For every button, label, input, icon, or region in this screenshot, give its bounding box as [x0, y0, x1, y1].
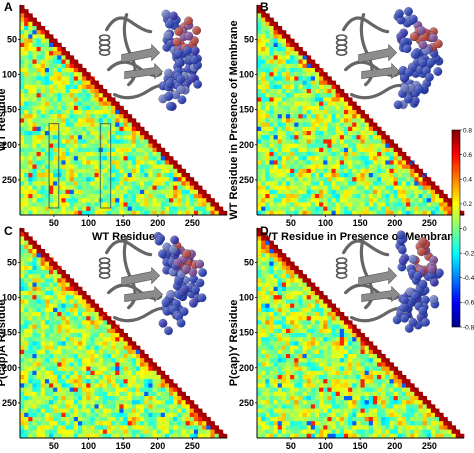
highlight-box-1 — [48, 123, 60, 209]
panel-letter: D — [260, 224, 269, 238]
y-axis-label: P(cap)A Residue — [0, 299, 8, 386]
x-axis-label: WT Residue — [92, 231, 155, 243]
heatmap-c — [19, 227, 228, 439]
x-tick-label: 50 — [286, 441, 296, 451]
x-tick-label: 100 — [318, 441, 333, 451]
colorbar-gradient — [451, 129, 461, 328]
heatmap-b — [256, 4, 465, 216]
y-tick-label: 150 — [239, 328, 254, 338]
heatmap-a — [19, 4, 228, 216]
panel-a: 50 100 150 200 250 50 100 150 200 250 WT Residue WT… — [0, 0, 228, 243]
y-axis-label: P(cap)Y Residue — [228, 300, 240, 387]
y-tick-label: 100 — [2, 293, 17, 303]
y-tick-label: 50 — [7, 34, 17, 44]
colorbar-tick-label: 0.4 — [463, 177, 472, 184]
y-tick-label: 100 — [239, 70, 254, 80]
y-tick-label: 200 — [2, 140, 17, 150]
colorbar-tick-label: 0.2 — [463, 201, 472, 208]
heatmap-d — [256, 227, 465, 439]
colorbar-tick-label: -0.4 — [463, 275, 474, 282]
x-tick-label: 200 — [387, 218, 402, 228]
protein-structure-inset — [98, 232, 207, 336]
panel-c: 50 100 150 200 250 50 100 150 200 250 P(cap)A Resi… — [0, 224, 228, 451]
y-tick-label: 250 — [2, 175, 17, 185]
panel-d: 50 100 150 200 250 50 100 150 200 250 P(cap)Y Resi… — [228, 224, 465, 451]
diagonal-line — [256, 4, 465, 216]
x-tick-label: 250 — [185, 218, 200, 228]
y-axis-label: WT Residue in Presence of Membrane — [228, 20, 240, 219]
y-tick-label: 50 — [244, 34, 254, 44]
x-tick-label: 200 — [150, 218, 165, 228]
y-tick-label: 250 — [239, 175, 254, 185]
y-tick-label: 50 — [7, 257, 17, 267]
protein-structure-inset — [335, 7, 444, 110]
diagonal-line — [256, 227, 465, 439]
y-axis-label: WT Residue — [0, 89, 8, 152]
y-tick-label: 250 — [2, 398, 17, 408]
x-tick-label: 250 — [185, 441, 200, 451]
x-tick-label: 150 — [353, 218, 368, 228]
x-tick-label: 50 — [49, 218, 59, 228]
y-tick-label: 200 — [2, 363, 17, 373]
y-tick-label: 150 — [239, 105, 254, 115]
diagonal-line — [19, 227, 228, 439]
x-tick-label: 50 — [286, 218, 296, 228]
highlight-box-2 — [99, 123, 112, 209]
x-axis-label: WT Residue in Presence of Membrane — [261, 231, 460, 243]
colorbar-tick-label: 0.8 — [463, 127, 472, 134]
x-tick-label: 150 — [353, 441, 368, 451]
x-tick-label: 100 — [81, 441, 96, 451]
protein-structure-inset — [98, 9, 202, 111]
x-tick-label: 200 — [150, 441, 165, 451]
x-tick-label: 150 — [116, 218, 131, 228]
panel-letter: C — [4, 224, 13, 238]
y-tick-label: 100 — [2, 70, 17, 80]
colorbar: 0.8 0.6 0.4 0.2 0 -0.2 -0.4 -0.6 -0.8 — [451, 127, 474, 331]
colorbar-tick-label: -0.6 — [463, 300, 474, 307]
diagonal-line — [19, 4, 228, 216]
y-tick-label: 250 — [239, 398, 254, 408]
y-tick-label: 100 — [239, 293, 254, 303]
x-tick-label: 100 — [318, 218, 333, 228]
panel-letter: A — [4, 0, 13, 14]
y-tick-label: 200 — [239, 363, 254, 373]
y-tick-label: 50 — [244, 257, 254, 267]
x-tick-label: 250 — [422, 218, 437, 228]
y-tick-label: 200 — [239, 140, 254, 150]
colorbar-tick-label: 0.6 — [463, 152, 472, 159]
y-tick-label: 150 — [2, 105, 17, 115]
x-tick-label: 150 — [116, 441, 131, 451]
x-tick-label: 50 — [49, 441, 59, 451]
panel-letter: B — [260, 0, 269, 14]
colorbar-tick-label: -0.8 — [463, 324, 474, 331]
x-tick-label: 100 — [81, 218, 96, 228]
colorbar-tick-label: -0.2 — [463, 250, 474, 257]
colorbar-tick-label: 0 — [463, 226, 467, 233]
y-tick-label: 150 — [2, 328, 17, 338]
protein-structure-inset — [335, 230, 444, 333]
x-tick-label: 250 — [422, 441, 437, 451]
x-tick-label: 200 — [387, 441, 402, 451]
